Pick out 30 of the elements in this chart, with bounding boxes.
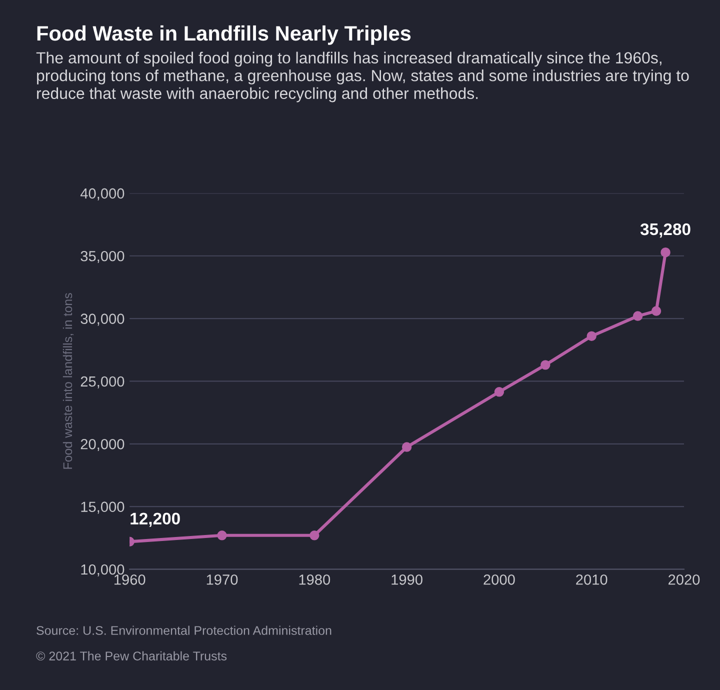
point bbox=[310, 530, 320, 540]
data-label: 35,280 bbox=[640, 223, 690, 238]
x-tick-label: 1980 bbox=[299, 574, 330, 585]
y-tick-label: 20,000 bbox=[80, 439, 124, 452]
y-tick-label: 40,000 bbox=[80, 188, 124, 200]
y-tick-label: 15,000 bbox=[81, 502, 124, 514]
point bbox=[402, 442, 412, 452]
text: © 2021 The Pew Charitable Trusts bbox=[36, 651, 227, 660]
point bbox=[540, 360, 550, 370]
point bbox=[217, 530, 227, 540]
y-tick-label: 10,000 bbox=[81, 564, 124, 576]
source-note: Source: U.S. Environmental Protection Administration bbox=[36, 626, 332, 635]
point bbox=[494, 387, 504, 397]
point bbox=[586, 331, 596, 341]
x-tick-label: 1960 bbox=[114, 574, 146, 585]
chart-subtitle: The amount of spoiled food going to landfills has increased dramatically since the 1960s, producing tons of methane, a greenhouse gas. Now, states and some industries are trying to reduce that waste with anaerobic recycling and other methods. bbox=[36, 52, 689, 102]
x-tick-label: 2020 bbox=[668, 574, 700, 585]
x-tick-label: 1990 bbox=[392, 574, 422, 585]
y-tick-label: 30,000 bbox=[80, 314, 124, 326]
x-tick-label: 2000 bbox=[484, 574, 515, 585]
data-label: 12,200 bbox=[130, 512, 180, 527]
x-tick-label: 1970 bbox=[206, 574, 238, 585]
chart-title: Food Waste in Landfills Nearly Triples bbox=[37, 25, 411, 45]
y-tick-label: 35,000 bbox=[80, 250, 124, 264]
point bbox=[632, 311, 643, 321]
x-tick-label: 2010 bbox=[576, 574, 608, 585]
point bbox=[660, 248, 670, 258]
y-axis-title: Food waste into landfills, in tons bbox=[62, 293, 74, 469]
y-tick-label: 25,000 bbox=[80, 376, 124, 388]
point bbox=[651, 306, 662, 316]
